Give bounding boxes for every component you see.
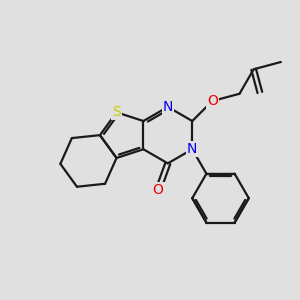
- Text: N: N: [187, 142, 197, 156]
- Text: N: N: [163, 100, 173, 114]
- Text: O: O: [207, 94, 218, 108]
- Text: S: S: [112, 105, 121, 119]
- Text: O: O: [153, 183, 164, 197]
